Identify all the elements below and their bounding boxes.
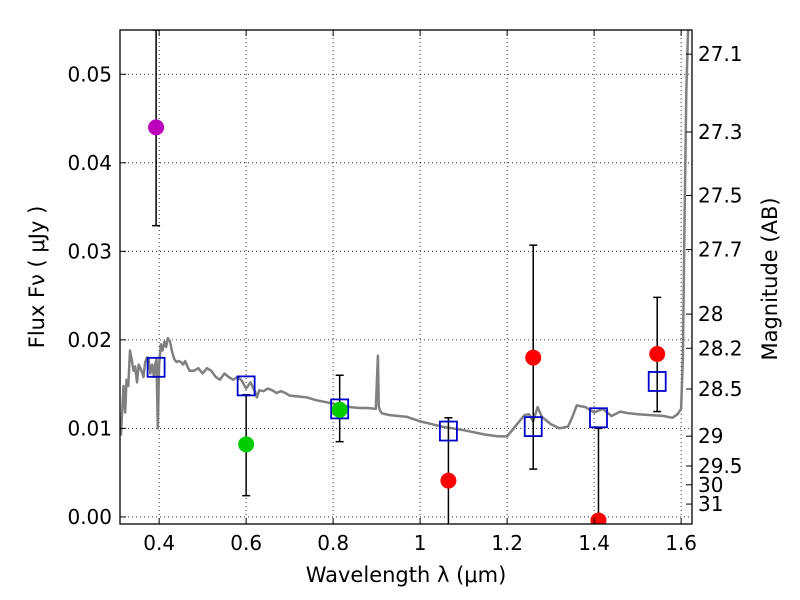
model-band-square [146, 356, 166, 378]
x-tick-label: 0.4 [143, 531, 175, 555]
y-tick-label: 0.01 [67, 416, 112, 440]
axes: 0.4 0.6 0.8 1 1.2 1.4 1.6 0.00 0.01 0.02 0.03 0.04 0… [67, 30, 743, 555]
mag-tick-label: 30 [698, 473, 723, 497]
y-tick-label: 0.02 [67, 328, 112, 352]
x-tick-label: 1 [414, 531, 427, 555]
model-band-square [523, 416, 543, 438]
grid [120, 30, 692, 524]
x-tick-label: 1.4 [578, 531, 610, 555]
observed-point [440, 472, 457, 489]
mag-tick-label: 27.1 [698, 42, 743, 66]
mag-tick-label: 27.3 [698, 120, 743, 144]
model-band-square [236, 375, 256, 397]
mag-tick-label: 27.5 [698, 183, 743, 207]
y-tick-label: 0.00 [67, 505, 112, 529]
plot-area [120, 30, 690, 524]
x-tick-label: 0.8 [317, 531, 349, 555]
x-tick-label: 1.2 [491, 531, 523, 555]
observed-point [148, 119, 165, 136]
observed-point [590, 512, 607, 524]
model-band-square [330, 398, 350, 420]
x-tick-label: 0.6 [230, 531, 262, 555]
x-axis-label: Wavelength λ (μm) [306, 563, 507, 587]
y-axis-label: Flux Fν ( μJy ) [25, 206, 49, 349]
plot-frame [119, 29, 693, 525]
model-band-square [589, 407, 608, 429]
y-tick-label: 0.05 [67, 62, 112, 86]
observed-point [649, 346, 666, 363]
right-axis-label: Magnitude (AB) [758, 197, 782, 360]
x-tick-label: 1.6 [665, 531, 697, 555]
mag-tick-label: 29.5 [698, 454, 743, 478]
mag-tick-label: 28 [698, 302, 723, 326]
model-band-square [647, 371, 667, 392]
mag-tick-label: 28.5 [698, 377, 743, 401]
mag-tick-label: 31 [698, 492, 723, 516]
observed-point [238, 436, 255, 453]
y-tick-label: 0.03 [67, 239, 112, 263]
mag-tick-label: 27.7 [698, 238, 743, 262]
observed-point [331, 401, 348, 418]
sed-model-line [120, 30, 690, 438]
mag-tick-label: 28.2 [698, 336, 743, 360]
mag-tick-label: 29 [698, 424, 723, 448]
model-band-square [439, 420, 458, 442]
observed-point [525, 349, 542, 366]
y-tick-label: 0.04 [67, 151, 112, 175]
